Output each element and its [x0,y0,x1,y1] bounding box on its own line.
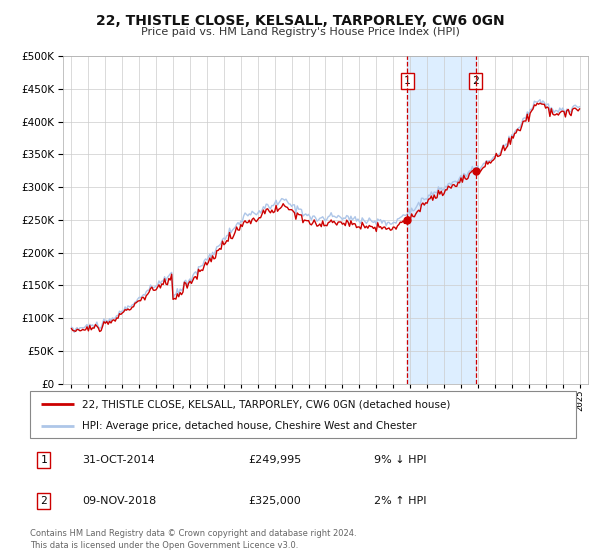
Text: 22, THISTLE CLOSE, KELSALL, TARPORLEY, CW6 0GN: 22, THISTLE CLOSE, KELSALL, TARPORLEY, C… [95,14,505,28]
Text: 2: 2 [472,76,479,86]
Text: This data is licensed under the Open Government Licence v3.0.: This data is licensed under the Open Gov… [30,541,298,550]
Bar [407,56,476,384]
Text: Contains HM Land Registry data © Crown copyright and database right 2024.: Contains HM Land Registry data © Crown c… [30,529,356,538]
Text: £325,000: £325,000 [248,496,301,506]
Text: 31-OCT-2014: 31-OCT-2014 [82,455,155,465]
Text: 2% ↑ HPI: 2% ↑ HPI [374,496,427,506]
Text: 2: 2 [40,496,47,506]
Text: £249,995: £249,995 [248,455,302,465]
Text: 9% ↓ HPI: 9% ↓ HPI [374,455,427,465]
Text: HPI: Average price, detached house, Cheshire West and Chester: HPI: Average price, detached house, Ches… [82,421,416,431]
Text: 1: 1 [404,76,411,86]
Text: 22, THISTLE CLOSE, KELSALL, TARPORLEY, CW6 0GN (detached house): 22, THISTLE CLOSE, KELSALL, TARPORLEY, C… [82,399,450,409]
Text: Price paid vs. HM Land Registry's House Price Index (HPI): Price paid vs. HM Land Registry's House … [140,27,460,37]
Text: 1: 1 [40,455,47,465]
Text: 09-NOV-2018: 09-NOV-2018 [82,496,156,506]
